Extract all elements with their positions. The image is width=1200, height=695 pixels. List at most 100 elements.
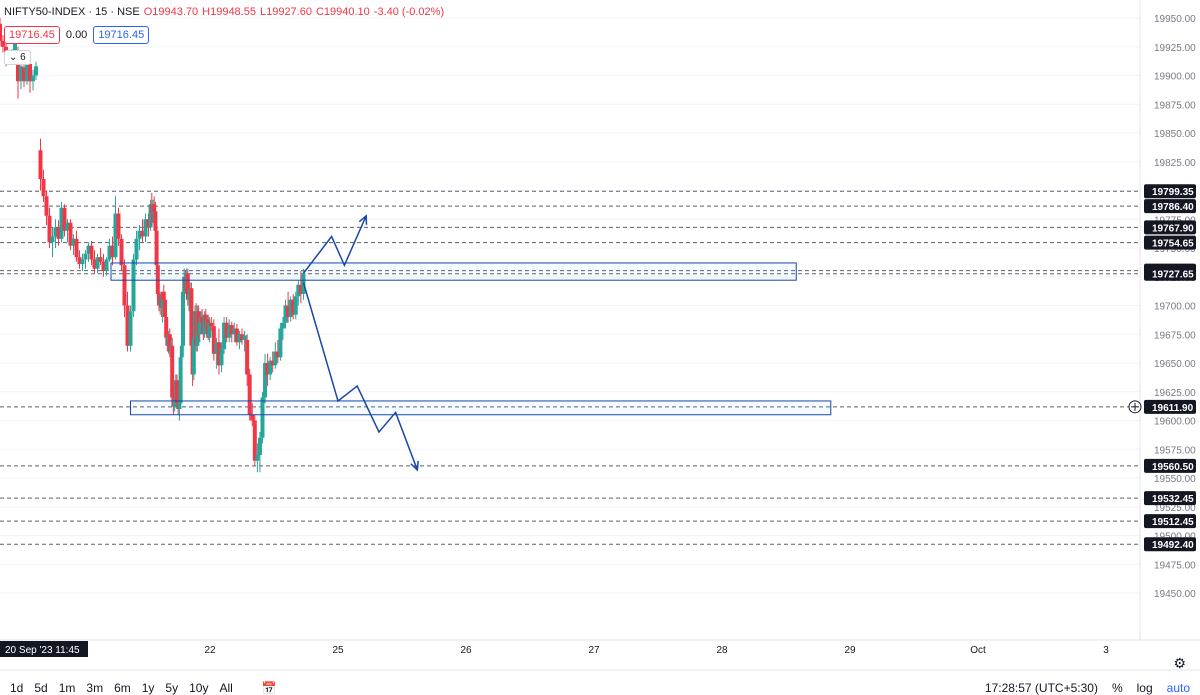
price-tick-label: 19650.00 — [1154, 359, 1196, 370]
price-tick-label: 19950.00 — [1154, 14, 1196, 25]
level-label: 19727.65 — [1152, 270, 1194, 281]
timeframe-5y[interactable]: 5y — [165, 681, 179, 695]
price-tick-label: 19625.00 — [1154, 388, 1196, 399]
candle-body — [187, 294, 191, 300]
auto-toggle[interactable]: auto — [1166, 681, 1190, 695]
price-tick-label: 19925.00 — [1154, 43, 1196, 54]
candle-body — [177, 403, 182, 409]
candle-body — [1, 41, 5, 47]
time-axis[interactable]: 20 Sep '23 11:45 22 25 26 27 28 29 Oct 3 — [0, 641, 1109, 657]
time-tick-label: 27 — [588, 645, 600, 656]
candle-body — [71, 238, 76, 246]
price-tick-label: 19825.00 — [1154, 158, 1196, 169]
log-toggle[interactable]: log — [1136, 681, 1153, 695]
date-range-icon[interactable]: 📅 — [261, 681, 277, 695]
candle-body — [214, 342, 219, 354]
candle-body — [16, 58, 20, 82]
candle-body — [191, 337, 196, 375]
drawings[interactable] — [110, 214, 832, 472]
candle-body — [101, 261, 106, 271]
candle-body — [95, 257, 100, 269]
price-tick-label: 19675.00 — [1154, 330, 1196, 341]
candle-body — [197, 322, 202, 335]
candle-body — [146, 219, 151, 228]
candle-body — [298, 284, 303, 294]
candle-body — [148, 204, 153, 228]
candle-body — [137, 230, 142, 239]
price-tick-label: 19525.00 — [1154, 503, 1196, 514]
level-label-bg — [1144, 537, 1196, 552]
candle-body — [211, 326, 216, 354]
candle-body — [283, 305, 288, 323]
candle-body — [28, 64, 32, 82]
candle-body — [59, 207, 64, 239]
buy-price-box[interactable]: 19716.45 — [93, 26, 150, 44]
candle-body — [242, 335, 247, 340]
timeframe-1y[interactable]: 1y — [141, 681, 155, 695]
time-tick-label: 22 — [204, 645, 216, 656]
timeframe-5d[interactable]: 5d — [34, 681, 48, 695]
candle-body — [89, 245, 94, 260]
clock-readout[interactable]: 17:28:57 (UTC+5:30) — [984, 681, 1098, 695]
candle-body — [222, 322, 227, 350]
candle-body — [41, 179, 46, 197]
candle-body — [273, 351, 278, 366]
candle-body — [178, 357, 183, 404]
price-tick-label: 19450.00 — [1154, 589, 1196, 600]
candle-body — [92, 259, 97, 269]
candle-body — [19, 66, 23, 82]
candle-body — [175, 380, 179, 404]
candle-body — [65, 222, 70, 231]
candle-body — [47, 215, 52, 243]
time-tick-label: 25 — [332, 645, 344, 656]
candle-body — [286, 305, 291, 317]
level-label: 19532.45 — [1152, 494, 1194, 505]
candle-body — [278, 328, 283, 358]
candle-body — [163, 299, 167, 317]
timeframe-6m[interactable]: 6m — [114, 681, 131, 695]
level-label: 19786.40 — [1152, 202, 1194, 213]
price-axis[interactable]: 19450.00 19475.00 19500.00 19525.00 19550.00… — [1128, 14, 1196, 600]
timeframe-1d[interactable]: 1d — [10, 681, 24, 695]
candle-body — [119, 238, 124, 266]
symbol-label[interactable]: NIFTY50-INDEX · 15 · NSE — [4, 6, 140, 18]
gear-icon[interactable]: ⚙ — [1173, 655, 1186, 671]
candle-body — [181, 291, 185, 346]
candle-body — [68, 222, 73, 246]
level-label: 19754.65 — [1152, 239, 1194, 250]
level-label-bg — [1144, 458, 1196, 473]
candle-body — [263, 363, 268, 398]
candle-body — [77, 257, 82, 265]
candle-body — [56, 227, 61, 239]
candle-body — [189, 288, 194, 346]
low-value: L19927.60 — [259, 6, 312, 18]
candle-body — [229, 325, 234, 335]
candle-body — [13, 41, 17, 53]
timeframe-3m[interactable]: 3m — [86, 681, 104, 695]
candle-body — [22, 67, 26, 82]
candle-body — [107, 245, 112, 260]
candlestick-chart[interactable]: 19450.00 19475.00 19500.00 19525.00 19550.00… — [0, 0, 1200, 675]
bullish-path-arrow — [302, 215, 367, 274]
candle-body — [245, 340, 250, 375]
level-label-bg — [1144, 514, 1196, 529]
price-tick-label: 19575.00 — [1154, 445, 1196, 456]
candle-body — [154, 230, 159, 266]
candle-body — [62, 207, 67, 231]
candle-body — [200, 317, 205, 323]
level-label: 19560.50 — [1152, 462, 1194, 473]
candle-body — [270, 360, 275, 366]
sell-price-box[interactable]: 19716.45 — [4, 26, 60, 44]
price-tick-label: 19850.00 — [1154, 129, 1196, 140]
candle-body — [98, 257, 103, 262]
candle-body — [31, 75, 35, 82]
crosshair-time-label: 20 Sep '23 11:45 — [5, 645, 80, 656]
percent-toggle[interactable]: % — [1111, 681, 1123, 695]
timeframe-1m[interactable]: 1m — [58, 681, 76, 695]
time-tick-label: 3 — [1103, 645, 1109, 656]
timeframe-all[interactable]: All — [219, 681, 233, 695]
candle-body — [104, 259, 109, 271]
candle-body — [291, 299, 296, 315]
timeframe-10y[interactable]: 10y — [189, 681, 209, 695]
indicator-toggle[interactable]: ⌄ 6 — [4, 50, 31, 65]
